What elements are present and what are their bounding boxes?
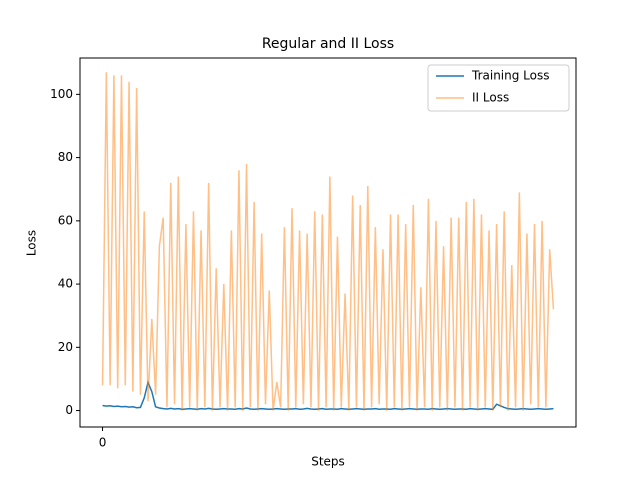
chart-title: Regular and II Loss — [262, 36, 394, 52]
y-tick-label: 40 — [58, 277, 73, 291]
y-tick-label: 80 — [58, 150, 73, 164]
y-axis-label: Loss — [25, 230, 39, 256]
series-line — [101, 72, 555, 411]
y-tick-label: 60 — [58, 213, 73, 227]
plot-frame — [79, 57, 577, 428]
x-tick-label: 0 — [99, 436, 107, 450]
y-tick-label: 0 — [65, 403, 73, 417]
y-tick-label: 20 — [58, 340, 73, 354]
legend-label: II Loss — [472, 91, 509, 105]
legend-label: Training Loss — [471, 69, 549, 83]
x-axis-label: Steps — [311, 455, 345, 469]
y-tick-label: 100 — [50, 87, 73, 101]
